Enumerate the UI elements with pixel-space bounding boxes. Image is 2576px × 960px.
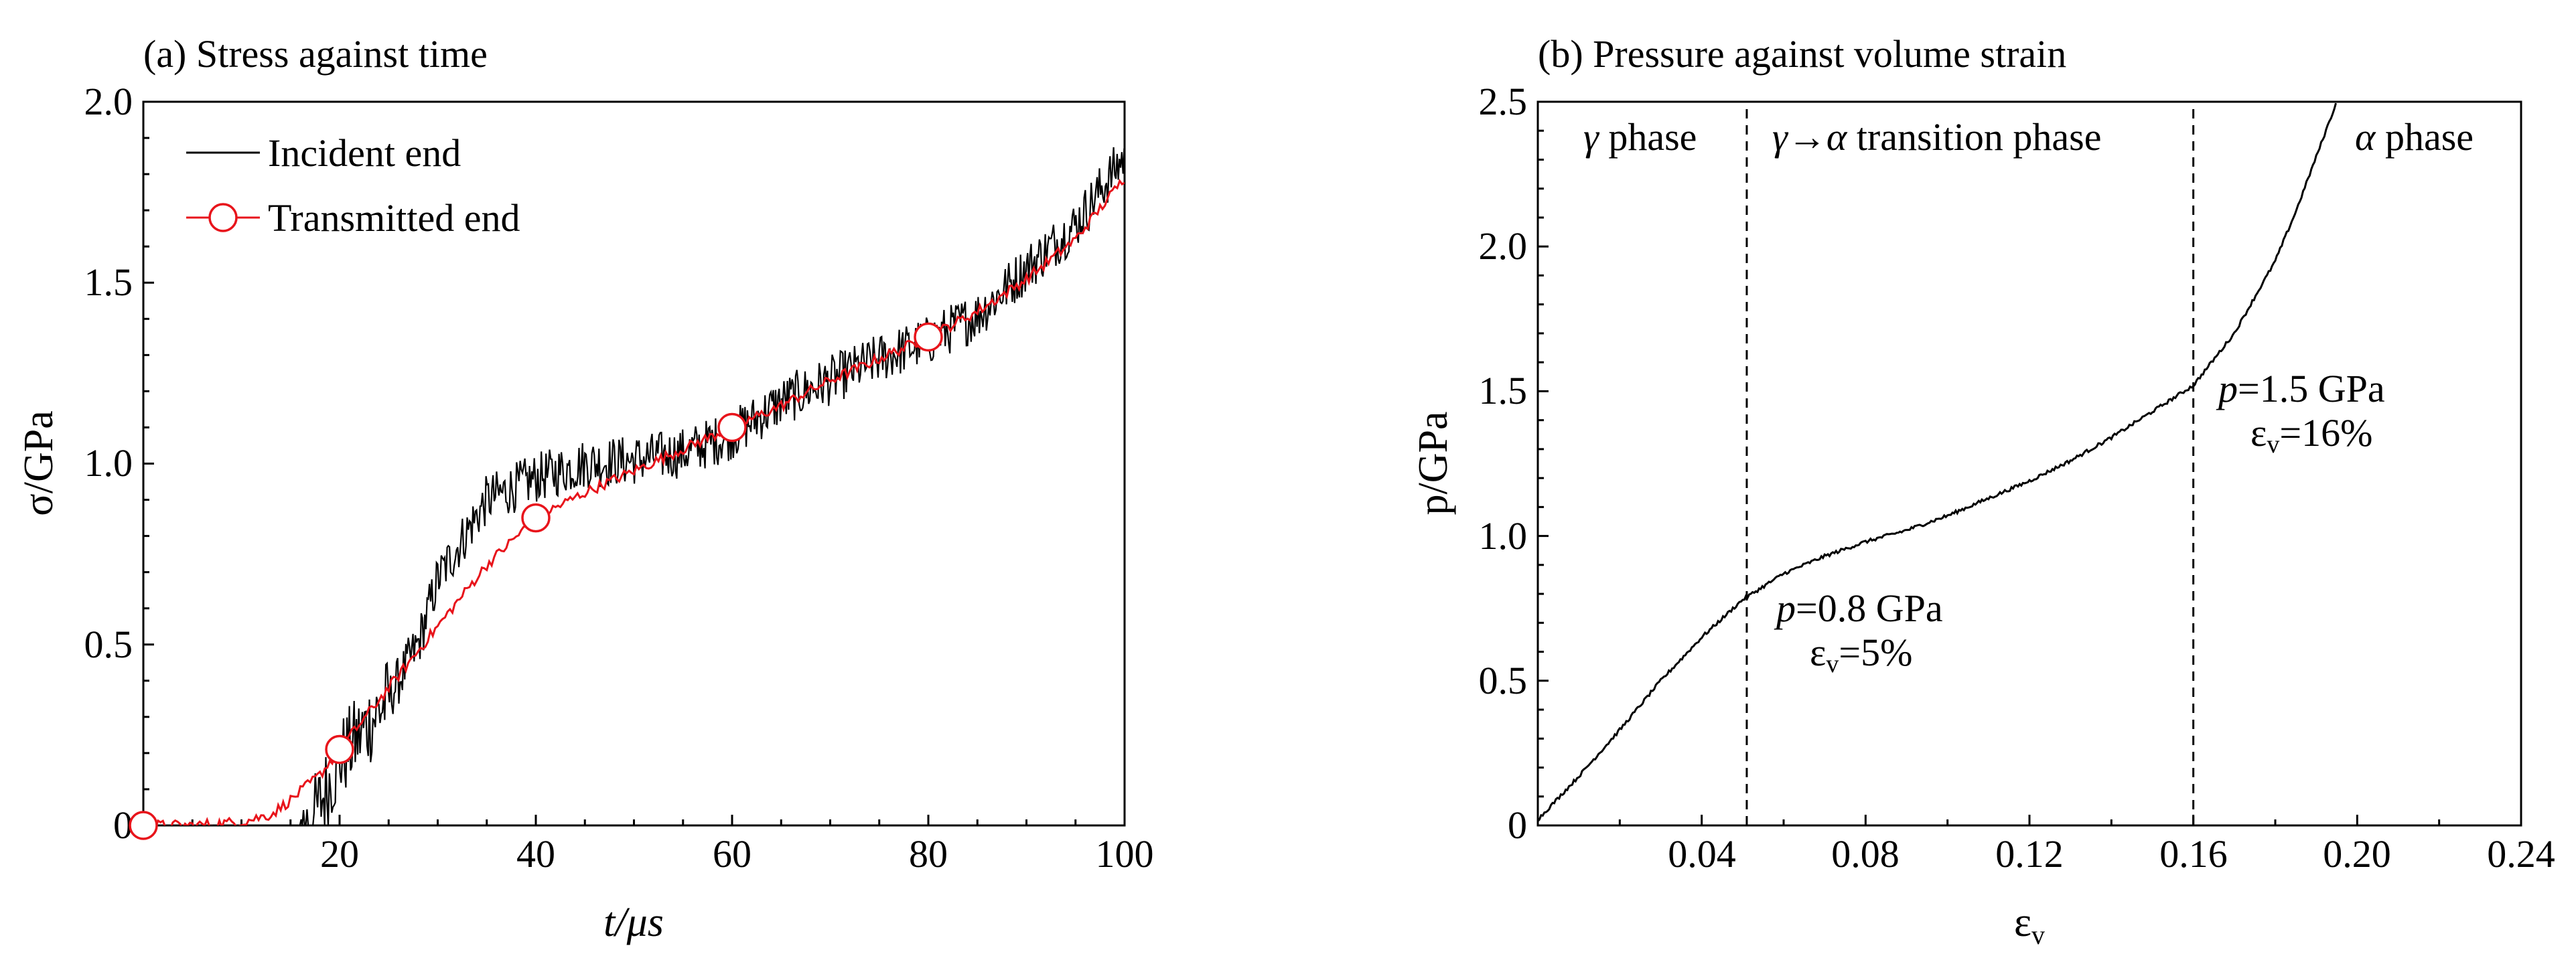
panel-b-xtick-label: 0.24 <box>2487 832 2555 876</box>
panel-a-xtick-label: 40 <box>516 832 555 876</box>
panel-a-ytick-label: 1.5 <box>84 260 133 304</box>
panel-a-xtick-label: 60 <box>713 832 752 876</box>
data-point-transmitted-end <box>521 503 551 533</box>
panel-b-title: (b) Pressure against volume strain <box>1538 32 2066 76</box>
phase-label-transition: γ→α transition phase <box>1772 115 2101 159</box>
annotation-eps-16: εv=16% <box>2250 411 2372 459</box>
panel-a-ytick-label: 2.0 <box>84 80 133 123</box>
annotation-p-value: =1.5 GPa <box>2238 367 2385 410</box>
panel-a-data <box>143 147 1125 825</box>
panel-b-plot-frame <box>1536 100 2522 827</box>
annotation-p-1-5: p=1.5 GPa <box>2216 367 2385 410</box>
panel-a-title: (a) Stress against time <box>143 32 488 76</box>
phase-label-transition-text: transition phase <box>1847 115 2101 159</box>
annotation-eps-subscript: v <box>1826 650 1839 678</box>
panel-a: (a) Stress against time 0 0.5 1.0 1.5 2.… <box>16 32 1154 945</box>
panel-a-xtick-label: 100 <box>1096 832 1154 876</box>
series-line-incident-end <box>143 147 1125 825</box>
data-point-transmitted-end <box>717 412 747 443</box>
panel-b-ylabel: p/GPa <box>1411 412 1456 515</box>
panel-a-markers <box>129 322 943 840</box>
panel-b-xtick-label: 0.16 <box>2159 832 2228 876</box>
phase-label-alpha: α phase <box>2355 115 2474 159</box>
data-point-transmitted-end <box>325 734 354 765</box>
phase-label-gamma: γ phase <box>1583 115 1697 159</box>
panel-b-ytick-label: 0.5 <box>1479 659 1528 702</box>
panel-a-legend: Incident end Transmitted end <box>186 131 520 240</box>
panel-a-xlabel: t/μs <box>603 900 664 945</box>
panel-a-ytick-label: 0.5 <box>84 623 133 666</box>
panel-a-xtick-label: 80 <box>909 832 948 876</box>
panel-b-ytick-label: 2.5 <box>1479 80 1528 123</box>
annotation-eps-value: =16% <box>2279 411 2372 455</box>
annotation-p-symbol: p <box>1774 586 1796 630</box>
panel-b-xlabel: εv <box>2014 900 2045 950</box>
annotation-eps-symbol: ε <box>1810 631 1826 674</box>
panel-a-xtick-label: 20 <box>320 832 359 876</box>
annotation-eps-5: εv=5% <box>1810 631 1912 678</box>
annotation-p-0-8: p=0.8 GPa <box>1774 586 1943 630</box>
phase-label-transition-arrow: → <box>1788 115 1827 159</box>
legend-marker-transmitted-end <box>208 203 238 232</box>
phase-label-transition-alpha: α <box>1827 115 1848 159</box>
panel-a-ticks <box>143 137 1077 825</box>
panel-b-xlabel-subscript: v <box>2031 920 2045 950</box>
data-point-transmitted-end <box>914 322 943 352</box>
panel-b-phase-boundaries <box>1745 102 2195 825</box>
panel-b-xtick-label: 0.04 <box>1668 832 1736 876</box>
series-line-pressure-strain <box>1538 102 2337 822</box>
panel-a-ylabel: σ/GPa <box>16 410 62 515</box>
panel-b-xtick-label: 0.12 <box>1995 832 2064 876</box>
panel-b-ytick-label: 1.0 <box>1479 514 1528 558</box>
legend-label-incident-end: Incident end <box>268 131 461 175</box>
panel-b-ticks <box>1538 129 2441 825</box>
panel-b: (b) Pressure against volume strain 0 0.5… <box>1411 32 2555 950</box>
annotation-p-value: =0.8 GPa <box>1796 586 1943 630</box>
panel-b-xlabel-symbol: ε <box>2014 900 2031 945</box>
phase-label-gamma-symbol: γ <box>1583 115 1600 159</box>
annotation-p-symbol: p <box>2216 367 2238 410</box>
annotation-eps-symbol: ε <box>2250 411 2267 455</box>
data-point-transmitted-end <box>129 811 158 840</box>
legend-label-transmitted-end: Transmitted end <box>268 196 520 240</box>
panel-b-ytick-label: 1.5 <box>1479 369 1528 412</box>
phase-label-transition-gamma: γ <box>1772 115 1789 159</box>
annotation-eps-subscript: v <box>2267 430 2279 459</box>
panel-a-ytick-label: 1.0 <box>84 441 133 485</box>
phase-label-alpha-text: phase <box>2375 115 2474 159</box>
phase-label-alpha-symbol: α <box>2355 115 2376 159</box>
panel-b-ytick-label: 0 <box>1508 803 1527 847</box>
annotation-eps-value: =5% <box>1839 631 1912 674</box>
series-line-transmitted-end <box>143 178 1125 825</box>
panel-b-xtick-label: 0.20 <box>2323 832 2391 876</box>
phase-label-gamma-text: phase <box>1599 115 1697 159</box>
panel-b-xtick-label: 0.08 <box>1831 832 1900 876</box>
panel-b-ytick-label: 2.0 <box>1479 224 1528 268</box>
panel-b-data <box>1538 102 2337 822</box>
